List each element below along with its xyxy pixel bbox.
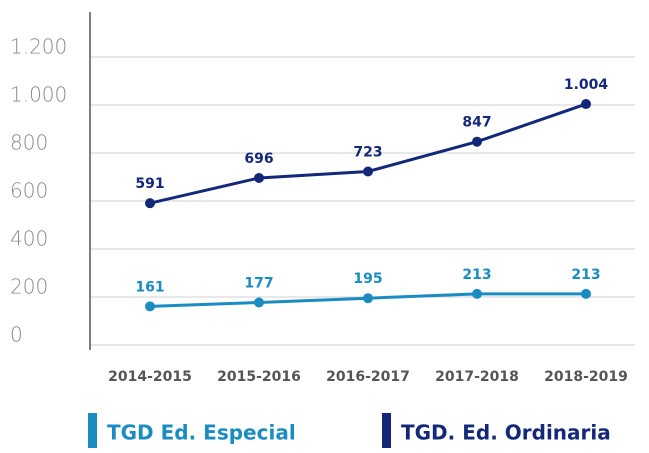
- point: [363, 166, 373, 177]
- legend-swatch: [382, 413, 391, 448]
- legend-swatch: [88, 413, 97, 448]
- data-label: 213: [571, 267, 600, 283]
- y-tick-label: 400: [10, 227, 48, 251]
- point: [581, 99, 591, 110]
- data-label: 591: [135, 176, 164, 192]
- point: [254, 297, 264, 308]
- y-tick-label: 200: [10, 275, 48, 299]
- data-label: 847: [462, 115, 491, 131]
- x-tick-label: 2014-2015: [108, 369, 192, 385]
- legend-label: TGD. Ed. Ordinaria: [401, 421, 611, 445]
- data-label: 213: [462, 267, 491, 283]
- point: [254, 172, 264, 183]
- x-tick-label: 2018-2019: [544, 369, 628, 385]
- point: [145, 301, 155, 312]
- point: [363, 293, 373, 304]
- point: [472, 288, 482, 299]
- x-tick-label: 2015-2016: [217, 369, 301, 385]
- data-label: 1.004: [564, 77, 609, 93]
- point: [145, 198, 155, 209]
- legend-label: TGD Ed. Especial: [107, 421, 296, 445]
- y-tick-label: 600: [10, 179, 48, 203]
- y-tick-label: 1.000: [10, 83, 67, 107]
- data-label: 195: [353, 271, 382, 287]
- data-label: 723: [353, 144, 382, 160]
- data-label: 696: [244, 151, 273, 167]
- y-tick-label: 0: [10, 323, 23, 347]
- y-tick-label: 800: [10, 131, 48, 155]
- x-tick-label: 2016-2017: [326, 369, 410, 385]
- point: [472, 136, 482, 147]
- data-label: 177: [244, 276, 273, 292]
- point: [581, 288, 591, 299]
- y-tick-label: 1.200: [10, 35, 67, 59]
- x-tick-label: 2017-2018: [435, 369, 519, 385]
- data-label: 161: [135, 279, 164, 295]
